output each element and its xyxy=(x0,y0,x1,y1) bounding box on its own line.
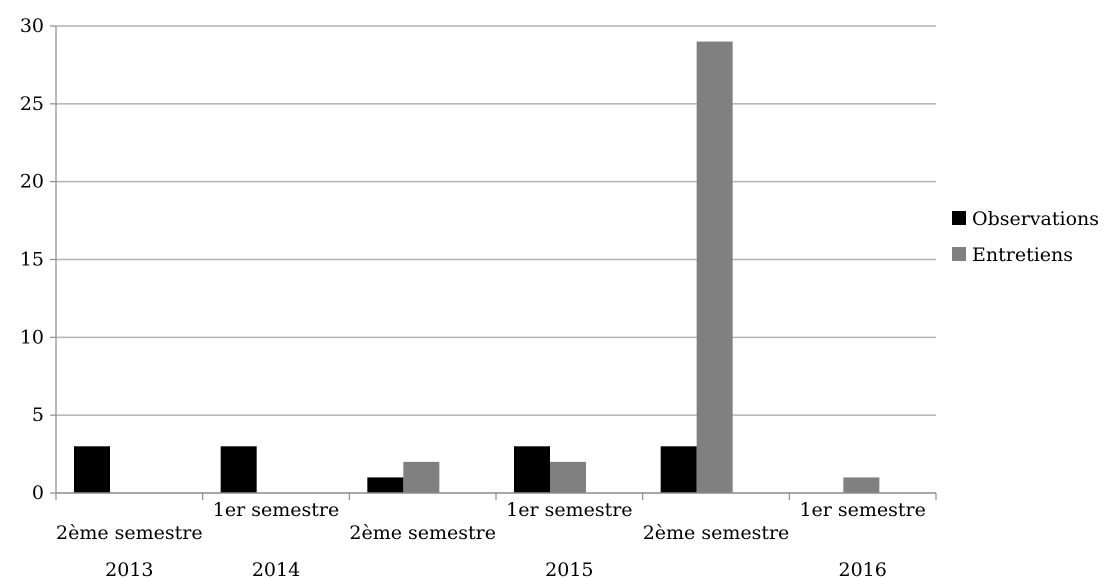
bars xyxy=(74,41,880,494)
bar-observations-2 xyxy=(367,477,404,493)
y-tick-label: 0 xyxy=(32,482,44,504)
x-tick-label-year: 2014 xyxy=(252,559,300,579)
y-tick-label: 25 xyxy=(20,93,44,115)
bar-entretiens-2 xyxy=(403,461,440,493)
y-tick-label: 30 xyxy=(20,15,44,37)
x-tick-label-year: 2015 xyxy=(545,559,593,579)
x-tick-label-year: 2013 xyxy=(105,559,153,579)
x-tick-label-year: 2016 xyxy=(838,559,886,579)
y-tick-label: 5 xyxy=(32,404,44,426)
y-tick-label: 10 xyxy=(20,326,44,348)
x-tick-label-semester: 2ème semestre xyxy=(643,522,790,544)
bar-entretiens-4 xyxy=(696,41,733,494)
bar-observations-0 xyxy=(74,446,110,493)
legend-label-observations: Observations xyxy=(972,208,1099,230)
x-tick-label-semester: 1er semestre xyxy=(506,499,632,521)
bar-observations-1 xyxy=(220,446,257,493)
bar-entretiens-5 xyxy=(843,477,880,493)
y-tick-label: 15 xyxy=(20,249,44,271)
x-tick-label-semester: 1er semestre xyxy=(799,499,925,521)
x-tick-label-semester: 2ème semestre xyxy=(56,522,203,544)
x-axis: 2ème semestre 1er semestre 2ème semestre 1e… xyxy=(55,492,937,579)
bar-entretiens-3 xyxy=(550,461,586,493)
y-tick-label: 20 xyxy=(20,171,44,193)
legend-swatch-entretiens xyxy=(952,247,966,261)
legend-label-entretiens: Entretiens xyxy=(972,244,1073,266)
x-tick-label-semester: 1er semestre xyxy=(213,499,339,521)
gridlines xyxy=(56,25,936,416)
legend-swatch-observations xyxy=(952,211,966,225)
y-axis: 0 5 10 15 20 25 30 xyxy=(20,15,57,504)
x-tick-label-semester: 2ème semestre xyxy=(349,522,496,544)
bar-observations-4 xyxy=(660,446,697,493)
legend: Observations Entretiens xyxy=(952,208,1099,266)
bar-observations-3 xyxy=(514,446,550,493)
